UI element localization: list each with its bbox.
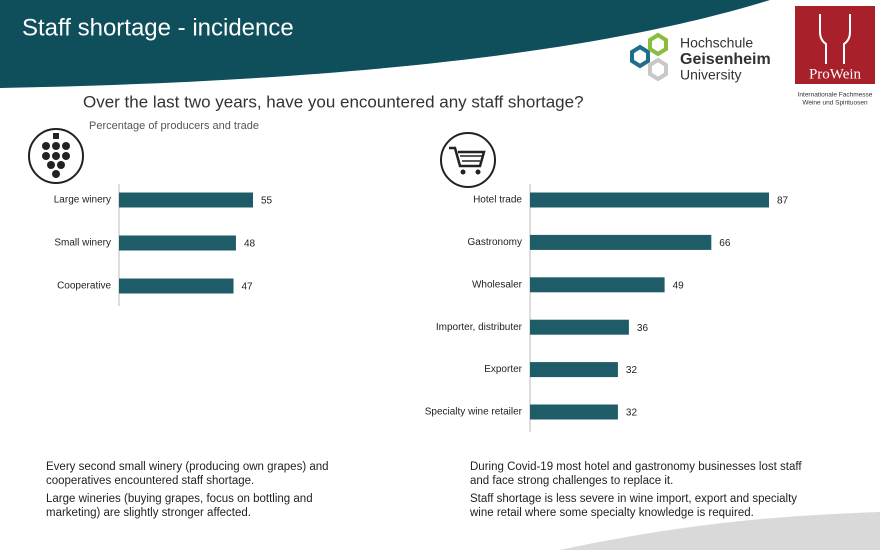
category-label: Hotel trade	[473, 195, 522, 206]
category-label: Importer, distributer	[436, 322, 523, 333]
value-label: 47	[242, 282, 254, 293]
value-label: 32	[626, 365, 638, 376]
bar	[119, 192, 253, 208]
logo-tagline: Weine und Spirituosen	[802, 100, 868, 107]
note-text: Staff shortage is less severe in wine im…	[470, 493, 798, 519]
category-label: Small winery	[54, 238, 111, 249]
bar	[119, 235, 236, 251]
category-label: Cooperative	[57, 281, 111, 292]
question: Over the last two years, have you encoun…	[83, 92, 584, 111]
note-right: During Covid-19 most hotel and gastronom…	[470, 460, 820, 524]
value-label: 55	[261, 196, 273, 207]
note-text: Every second small winery (producing own…	[46, 461, 329, 487]
slide-title: Staff shortage - incidence	[22, 14, 294, 41]
cart-icon	[440, 132, 496, 188]
subtitle: Percentage of producers and trade	[89, 120, 259, 132]
category-label: Wholesaler	[472, 279, 523, 290]
category-label: Exporter	[484, 364, 522, 375]
bar	[119, 278, 234, 294]
bar	[530, 319, 629, 335]
category-label: Large winery	[54, 195, 111, 206]
header-band	[0, 0, 770, 88]
note-left: Every second small winery (producing own…	[46, 460, 346, 524]
value-label: 87	[777, 196, 789, 207]
logo-text: University	[680, 67, 741, 83]
value-label: 48	[244, 239, 256, 250]
value-label: 36	[637, 323, 649, 334]
bar	[530, 192, 769, 208]
category-label: Gastronomy	[468, 237, 522, 248]
bar	[530, 404, 618, 420]
note-text: During Covid-19 most hotel and gastronom…	[470, 461, 802, 487]
university-logo: Hochschule Geisenheim University	[630, 32, 771, 83]
prowein-logo: ProWein Internationale Fachmesse Weine u…	[795, 6, 875, 107]
value-label: 49	[673, 280, 685, 291]
logo-text: Geisenheim	[680, 51, 771, 68]
logo-text: Hochschule	[680, 35, 753, 51]
note-text: Large wineries (buying grapes, focus on …	[46, 493, 313, 519]
logo-text: ProWein	[809, 66, 862, 82]
value-label: 32	[626, 408, 638, 419]
footer-swoosh	[560, 512, 880, 550]
bar	[530, 362, 618, 378]
bar	[530, 234, 712, 250]
grape-icon	[28, 128, 84, 184]
category-label: Specialty wine retailer	[425, 407, 523, 418]
value-label: 66	[719, 238, 731, 249]
logo-tagline: Internationale Fachmesse	[798, 92, 873, 99]
bar	[530, 277, 665, 293]
